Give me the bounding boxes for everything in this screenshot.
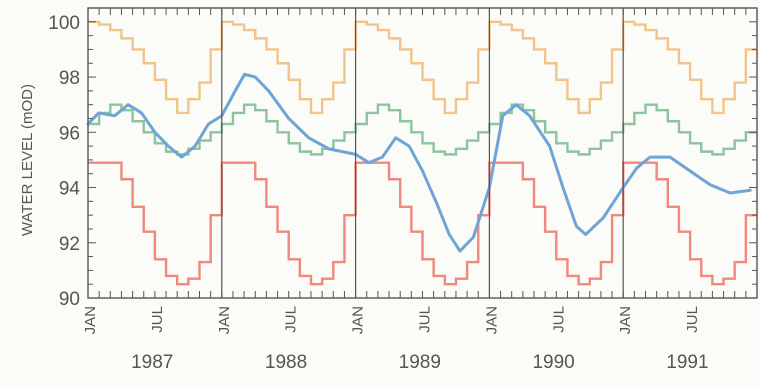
series-line-lower	[88, 161, 757, 286]
series-line-observed	[86, 72, 752, 253]
x-month-tick-label: JAN	[617, 306, 634, 334]
x-year-label: 1990	[532, 352, 574, 373]
series-line-mean	[88, 103, 757, 156]
y-tick-label: 92	[59, 234, 80, 255]
plot-area	[86, 20, 757, 286]
y-tick-label: 96	[59, 123, 80, 144]
x-year-label: 1991	[666, 352, 708, 373]
y-tick-label: 98	[59, 68, 80, 89]
y-tick-label: 94	[59, 179, 81, 200]
x-month-tick-label: JAN	[350, 306, 367, 334]
x-month-tick-label: JUL	[283, 306, 300, 333]
x-month-tick-label: JUL	[149, 306, 166, 333]
x-year-label: 1988	[265, 352, 307, 373]
y-tick-label: 100	[48, 13, 80, 34]
axes: 90 92 94 96 98 100 JAN JUL 1987 JAN JUL 1988 JAN JUL 1…	[48, 7, 758, 373]
x-month-tick-label: JUL	[550, 306, 567, 333]
x-month-tick-label: JAN	[216, 306, 233, 334]
y-tick-label: 90	[59, 289, 80, 310]
x-month-tick-label: JAN	[483, 306, 500, 334]
x-month-tick-label: JUL	[417, 306, 434, 333]
x-month-tick-label: JAN	[82, 306, 99, 334]
x-month-tick-label: JUL	[684, 306, 701, 333]
x-year-label: 1989	[399, 352, 441, 373]
x-year-label: 1987	[131, 352, 173, 373]
y-axis-title: WATER LEVEL (mOD)	[19, 84, 36, 236]
series-line-upper	[88, 20, 757, 115]
